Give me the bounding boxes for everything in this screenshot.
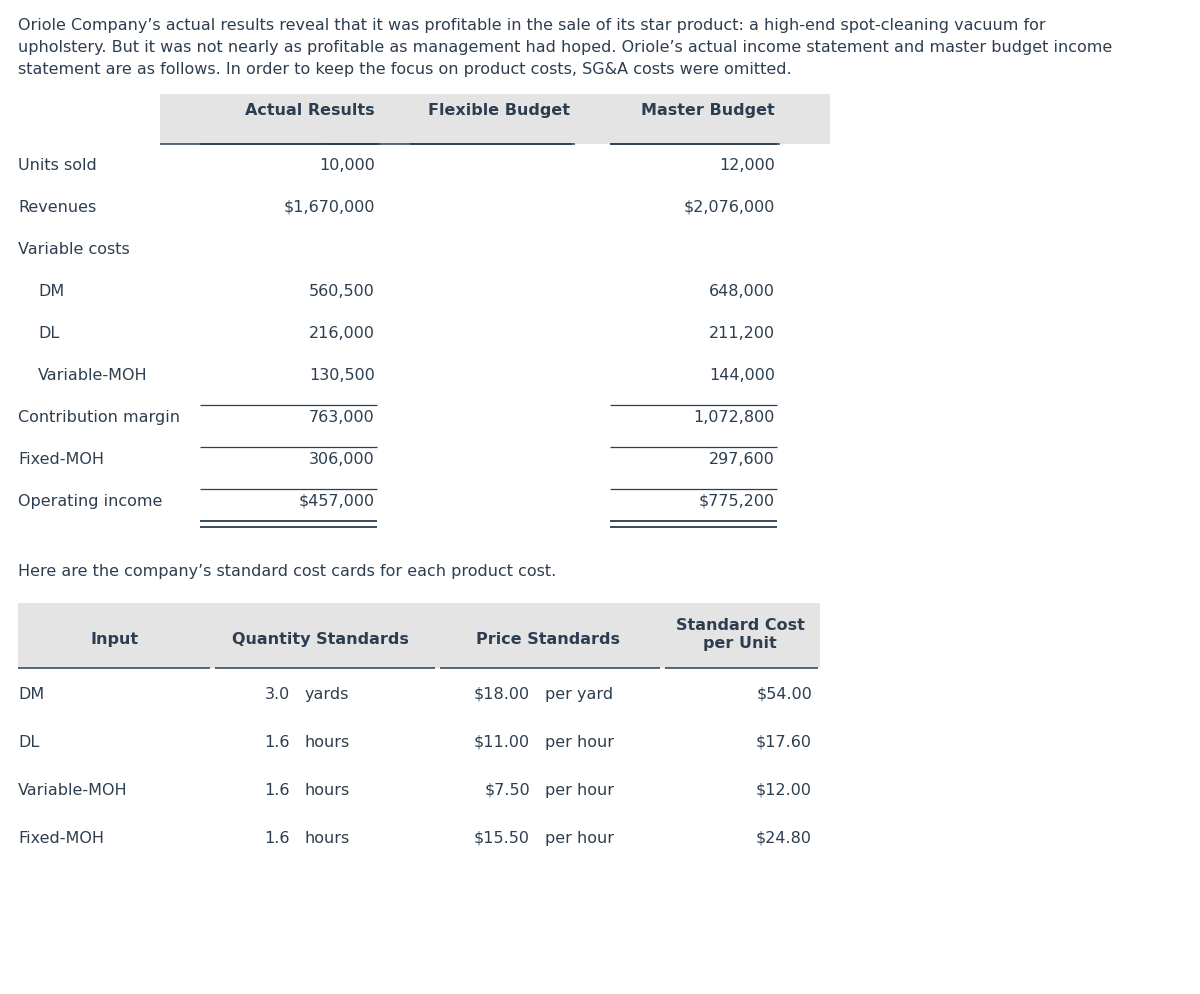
Text: Flexible Budget: Flexible Budget	[428, 103, 570, 118]
Text: DL: DL	[38, 326, 59, 341]
Text: per yard: per yard	[545, 686, 613, 702]
Text: Quantity Standards: Quantity Standards	[232, 631, 408, 646]
Text: $457,000: $457,000	[299, 493, 374, 509]
Text: per hour: per hour	[545, 735, 614, 749]
Text: $775,200: $775,200	[698, 493, 775, 509]
Text: Operating income: Operating income	[18, 493, 162, 509]
Text: hours: hours	[305, 735, 350, 749]
Text: 560,500: 560,500	[310, 283, 374, 299]
Text: DM: DM	[38, 283, 65, 299]
Text: $12.00: $12.00	[756, 782, 812, 797]
Text: DM: DM	[18, 686, 44, 702]
Text: 130,500: 130,500	[310, 368, 374, 383]
Text: 144,000: 144,000	[709, 368, 775, 383]
Text: 10,000: 10,000	[319, 158, 374, 173]
Text: hours: hours	[305, 830, 350, 845]
Text: Price Standards: Price Standards	[476, 631, 620, 646]
Text: Variable-MOH: Variable-MOH	[18, 782, 127, 797]
Text: $7.50: $7.50	[485, 782, 530, 797]
Text: Fixed-MOH: Fixed-MOH	[18, 451, 104, 466]
Text: statement are as follows. In order to keep the focus on product costs, SG&A cost: statement are as follows. In order to ke…	[18, 62, 792, 77]
Text: $2,076,000: $2,076,000	[684, 200, 775, 215]
Text: 306,000: 306,000	[310, 451, 374, 466]
Text: $1,670,000: $1,670,000	[283, 200, 374, 215]
Text: Units sold: Units sold	[18, 158, 97, 173]
Text: per hour: per hour	[545, 830, 614, 845]
Text: 648,000: 648,000	[709, 283, 775, 299]
Text: 763,000: 763,000	[310, 410, 374, 424]
Text: 216,000: 216,000	[310, 326, 374, 341]
Text: $15.50: $15.50	[474, 830, 530, 845]
Text: Here are the company’s standard cost cards for each product cost.: Here are the company’s standard cost car…	[18, 564, 557, 579]
Text: 211,200: 211,200	[709, 326, 775, 341]
Text: DL: DL	[18, 735, 40, 749]
Bar	[18, 603, 820, 668]
Text: Master Budget: Master Budget	[641, 103, 775, 118]
Text: $24.80: $24.80	[756, 830, 812, 845]
Text: 1.6: 1.6	[264, 735, 290, 749]
Text: 12,000: 12,000	[719, 158, 775, 173]
Text: yards: yards	[305, 686, 349, 702]
Text: $11.00: $11.00	[474, 735, 530, 749]
Text: Revenues: Revenues	[18, 200, 96, 215]
Text: 297,600: 297,600	[709, 451, 775, 466]
Text: Contribution margin: Contribution margin	[18, 410, 180, 424]
Text: upholstery. But it was not nearly as profitable as management had hoped. Oriole’: upholstery. But it was not nearly as pro…	[18, 40, 1112, 55]
Text: per hour: per hour	[545, 782, 614, 797]
Text: 3.0: 3.0	[265, 686, 290, 702]
Text: 1.6: 1.6	[264, 782, 290, 797]
Text: hours: hours	[305, 782, 350, 797]
Text: 1,072,800: 1,072,800	[694, 410, 775, 424]
Text: Actual Results: Actual Results	[245, 103, 374, 118]
Text: $17.60: $17.60	[756, 735, 812, 749]
Text: $18.00: $18.00	[474, 686, 530, 702]
Text: Variable costs: Variable costs	[18, 242, 130, 256]
Text: Standard Cost: Standard Cost	[676, 617, 804, 632]
Bar	[160, 94, 830, 145]
Text: per Unit: per Unit	[703, 635, 776, 650]
Text: Fixed-MOH: Fixed-MOH	[18, 830, 104, 845]
Text: $54.00: $54.00	[756, 686, 812, 702]
Text: Variable-MOH: Variable-MOH	[38, 368, 148, 383]
Text: Oriole Company’s actual results reveal that it was profitable in the sale of its: Oriole Company’s actual results reveal t…	[18, 18, 1045, 33]
Text: Input: Input	[91, 631, 139, 646]
Text: 1.6: 1.6	[264, 830, 290, 845]
